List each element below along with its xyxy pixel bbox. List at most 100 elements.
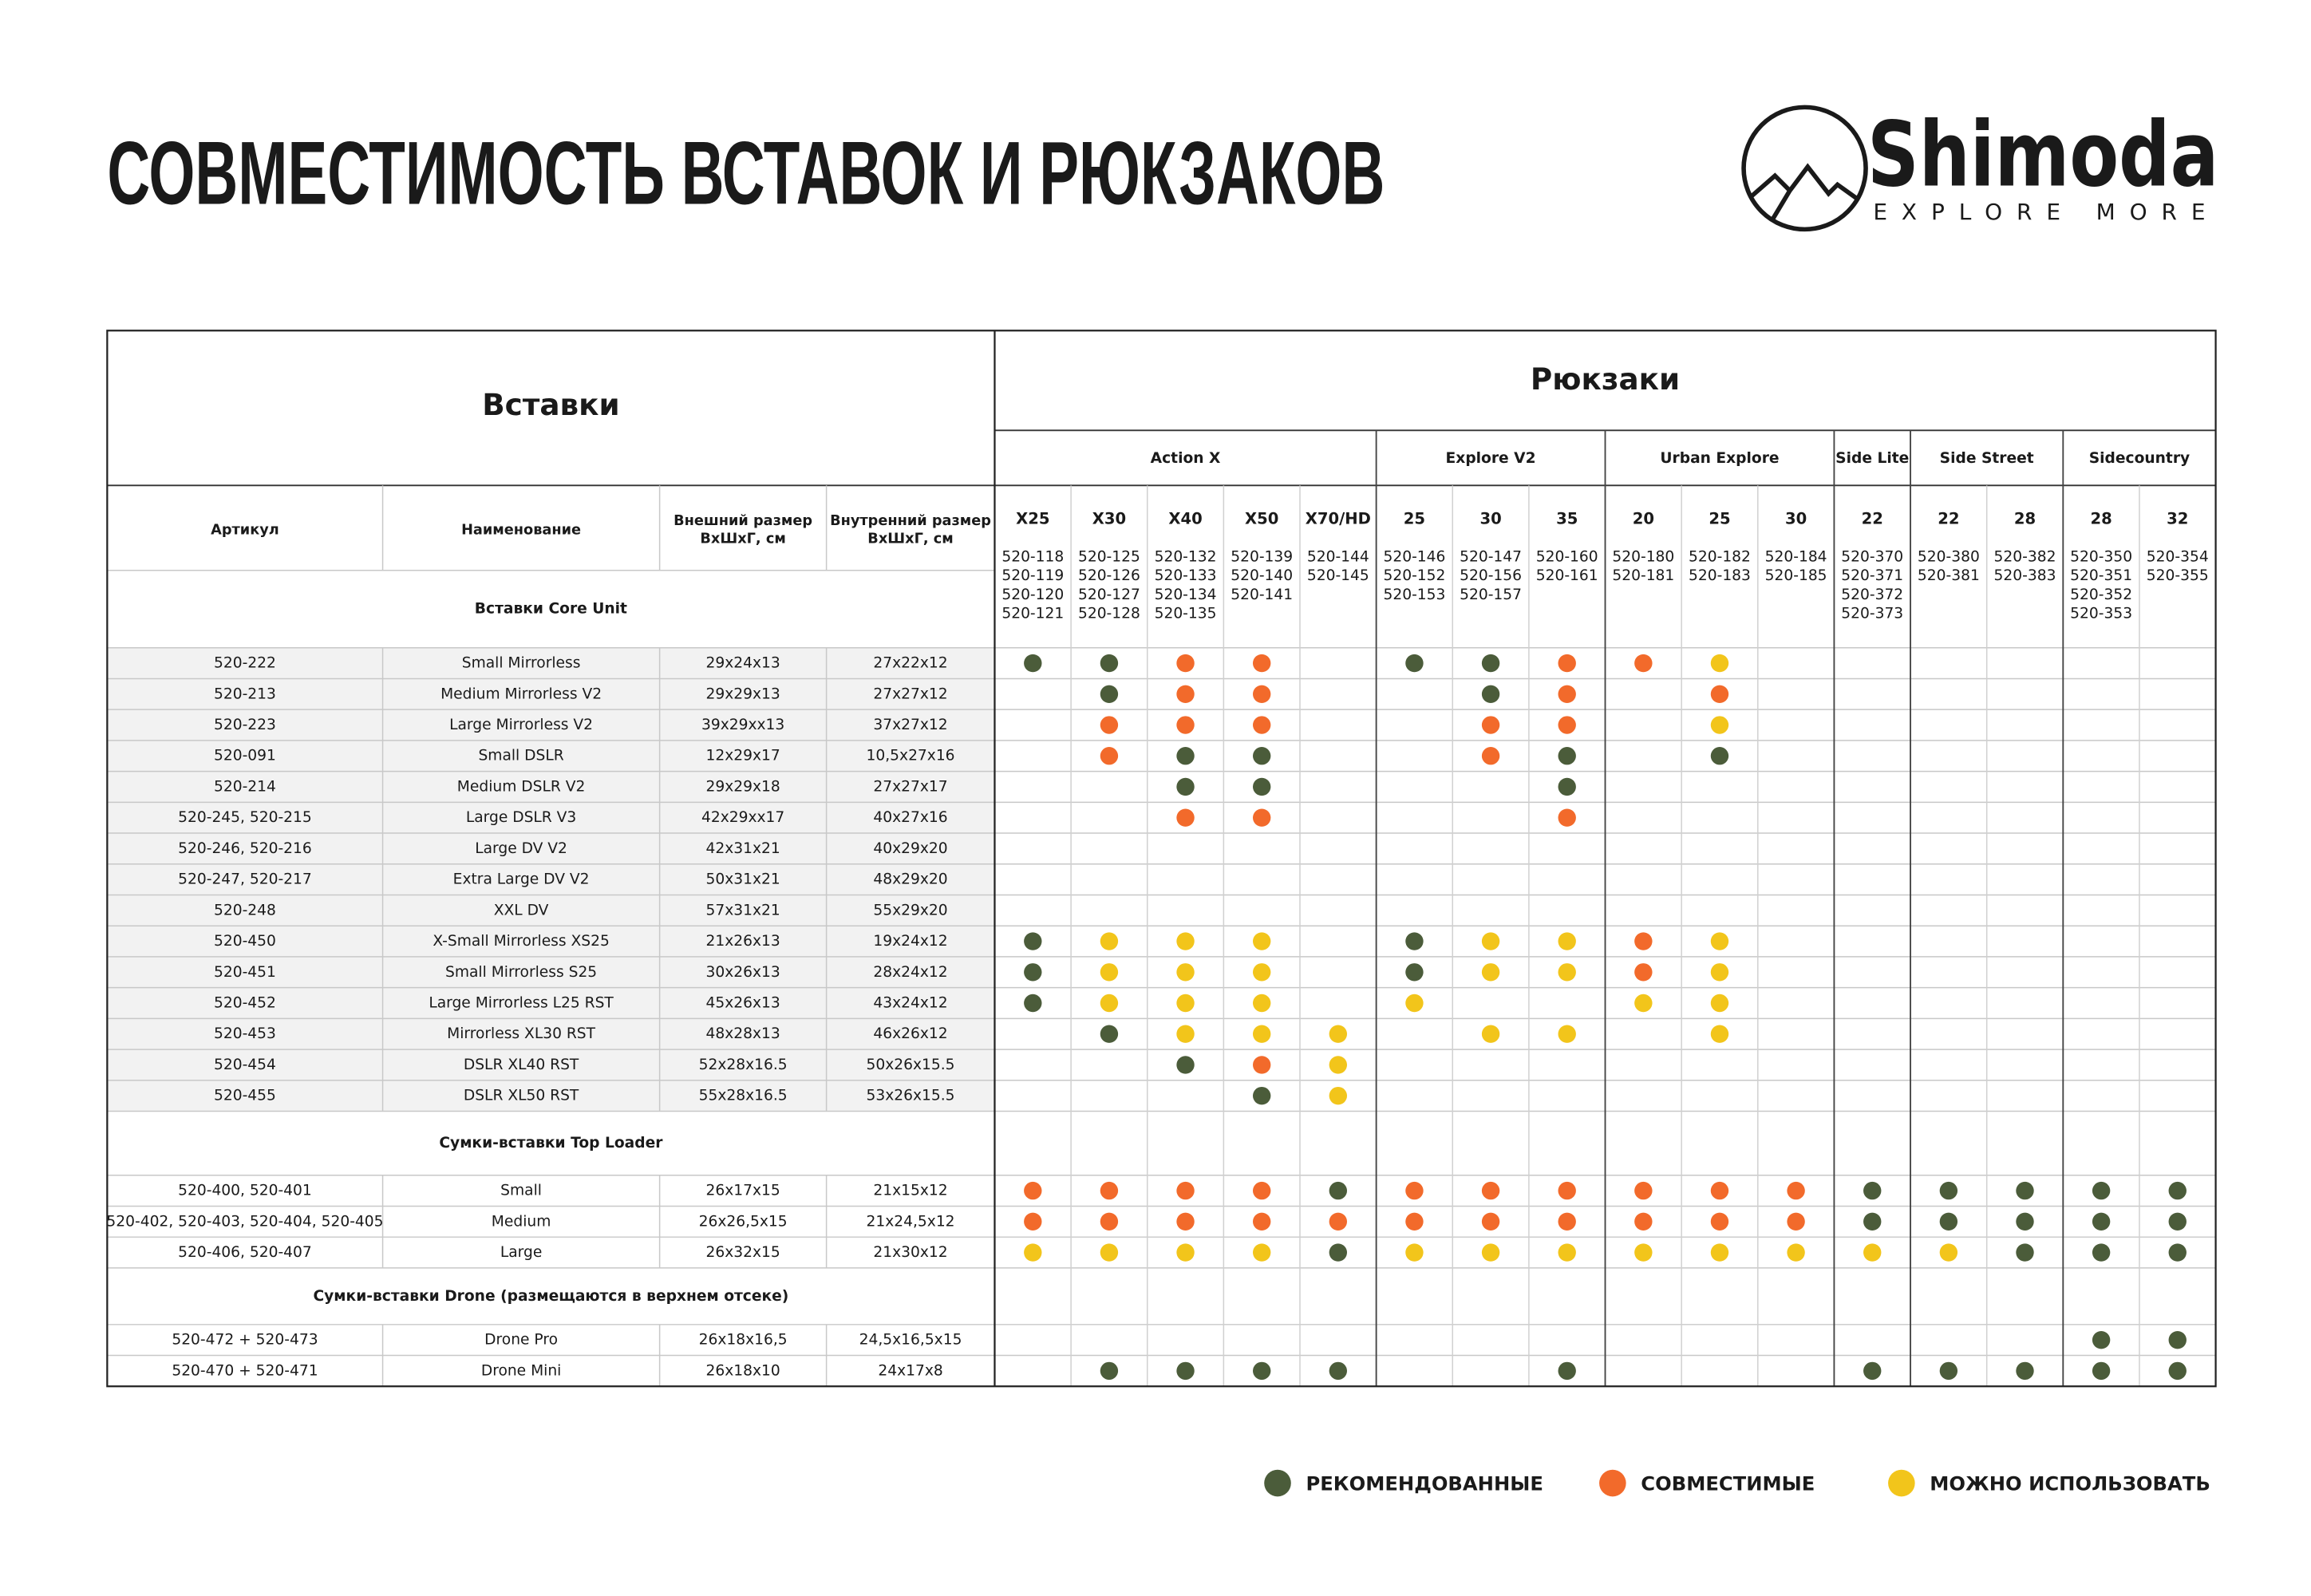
- fit-dot: [1481, 1181, 1500, 1200]
- cell: 37x27x12: [873, 717, 947, 733]
- section-title: Сумки-вставки Top Loader: [439, 1135, 663, 1152]
- model-code: 520-134: [1155, 587, 1217, 603]
- model-code: 520-119: [1001, 567, 1064, 584]
- group-name: Side Lite: [1835, 450, 1909, 467]
- model-code: 520-133: [1155, 567, 1217, 584]
- cell: XXL DV: [494, 902, 549, 918]
- cell: 19x24x12: [873, 933, 947, 950]
- fit-dot: [2092, 1361, 2111, 1381]
- backpacks-title: Рюкзаки: [1531, 361, 1680, 397]
- fit-dot: [1024, 994, 1042, 1013]
- fit-dot: [1024, 1212, 1042, 1231]
- cell: 520-248: [214, 902, 276, 918]
- model-name: 28: [2014, 510, 2036, 528]
- cell: Small Mirrorless S25: [445, 964, 597, 981]
- fit-dot: [1252, 808, 1271, 827]
- model-code: 520-153: [1384, 587, 1446, 603]
- model-code: 520-125: [1078, 548, 1140, 565]
- cell: Large: [500, 1244, 542, 1261]
- cell: 27x22x12: [873, 655, 947, 672]
- model-name: X25: [1016, 510, 1049, 528]
- model-code: 520-132: [1155, 548, 1217, 565]
- fit-dot: [1252, 1025, 1271, 1043]
- model-code: 520-139: [1231, 548, 1293, 565]
- legend-dot: [1264, 1469, 1291, 1497]
- fit-dot: [1329, 1243, 1348, 1262]
- model-code: 520-127: [1078, 587, 1140, 603]
- fit-dot: [1100, 932, 1119, 950]
- model-code: 520-185: [1765, 567, 1827, 584]
- logo-tagline: EXPLORE MORE: [1873, 199, 2218, 225]
- fit-dot: [1100, 1361, 1119, 1381]
- fit-dot: [1329, 1056, 1348, 1074]
- group-name: Explore V2: [1446, 450, 1536, 467]
- cell: 520-213: [214, 685, 276, 702]
- fit-dot: [1100, 1243, 1119, 1262]
- cell: Large Mirrorless V2: [449, 717, 593, 733]
- fit-dot: [1710, 654, 1729, 673]
- fit-dot: [1024, 1243, 1042, 1262]
- row-bg: [107, 647, 995, 679]
- fit-dot: [1558, 932, 1576, 950]
- fit-dot: [1176, 1361, 1195, 1381]
- model-code: 520-156: [1460, 567, 1522, 584]
- model-name: 30: [1479, 510, 1501, 528]
- row-bg: [107, 709, 995, 741]
- fit-dot: [2016, 1361, 2034, 1381]
- cell: 53x26x15.5: [867, 1088, 955, 1104]
- fit-dot: [1634, 932, 1653, 950]
- fit-dot: [2016, 1181, 2034, 1200]
- fit-dot: [1634, 963, 1653, 982]
- model-code: 520-371: [1841, 567, 1903, 584]
- cell: 42x31x21: [706, 840, 780, 857]
- fit-dot: [1710, 994, 1729, 1013]
- fit-dot: [1710, 747, 1729, 765]
- model-code: 520-353: [2070, 605, 2132, 622]
- fit-dot: [1863, 1181, 1882, 1200]
- fit-dot: [1558, 747, 1576, 765]
- model-code: 520-141: [1231, 587, 1293, 603]
- fit-dot: [1558, 685, 1576, 703]
- cell: 520-400, 520-401: [178, 1183, 312, 1199]
- cell: 48x29x20: [873, 871, 947, 888]
- cell: 520-245, 520-215: [178, 809, 312, 826]
- model-code: 520-126: [1078, 567, 1140, 584]
- model-name: X70/HD: [1306, 510, 1371, 528]
- row-bg: [107, 895, 995, 926]
- cell: Large DV V2: [475, 840, 567, 857]
- group-name: Urban Explore: [1660, 450, 1779, 467]
- fit-dot: [2168, 1212, 2187, 1231]
- fit-dot: [1710, 1025, 1729, 1043]
- fit-dot: [1176, 685, 1195, 703]
- fit-dot: [1481, 1025, 1500, 1043]
- fit-dot: [1252, 1181, 1271, 1200]
- fit-dot: [1634, 654, 1653, 673]
- fit-dot: [1710, 716, 1729, 734]
- fit-dot: [1252, 654, 1271, 673]
- fit-dot: [1176, 777, 1195, 796]
- cell: Small Mirrorless: [462, 655, 581, 672]
- legend-dot: [1888, 1469, 1915, 1497]
- inserts-title: Вставки: [482, 387, 619, 422]
- cell: Large Mirrorless L25 RST: [429, 994, 614, 1011]
- row-bg: [107, 678, 995, 710]
- model-code: 520-128: [1078, 605, 1140, 622]
- model-code: 520-380: [1918, 548, 1980, 565]
- column-header: Наименование: [461, 522, 581, 538]
- cell: 55x29x20: [873, 902, 947, 918]
- fit-dot: [1481, 654, 1500, 673]
- fit-dot: [1863, 1212, 1882, 1231]
- cell: 21x30x12: [873, 1244, 947, 1261]
- fit-dot: [2168, 1361, 2187, 1381]
- legend-dot: [1599, 1469, 1626, 1497]
- fit-dot: [1558, 963, 1576, 982]
- cell: 29x29x13: [706, 685, 780, 702]
- cell: 45x26x13: [706, 994, 780, 1011]
- fit-dot: [1481, 932, 1500, 950]
- model-name: X30: [1092, 510, 1126, 528]
- cell: Medium Mirrorless V2: [440, 685, 602, 702]
- fit-dot: [1024, 963, 1042, 982]
- model-code: 520-152: [1384, 567, 1446, 584]
- cell: DSLR XL50 RST: [464, 1088, 579, 1104]
- cell: 520-454: [214, 1057, 276, 1073]
